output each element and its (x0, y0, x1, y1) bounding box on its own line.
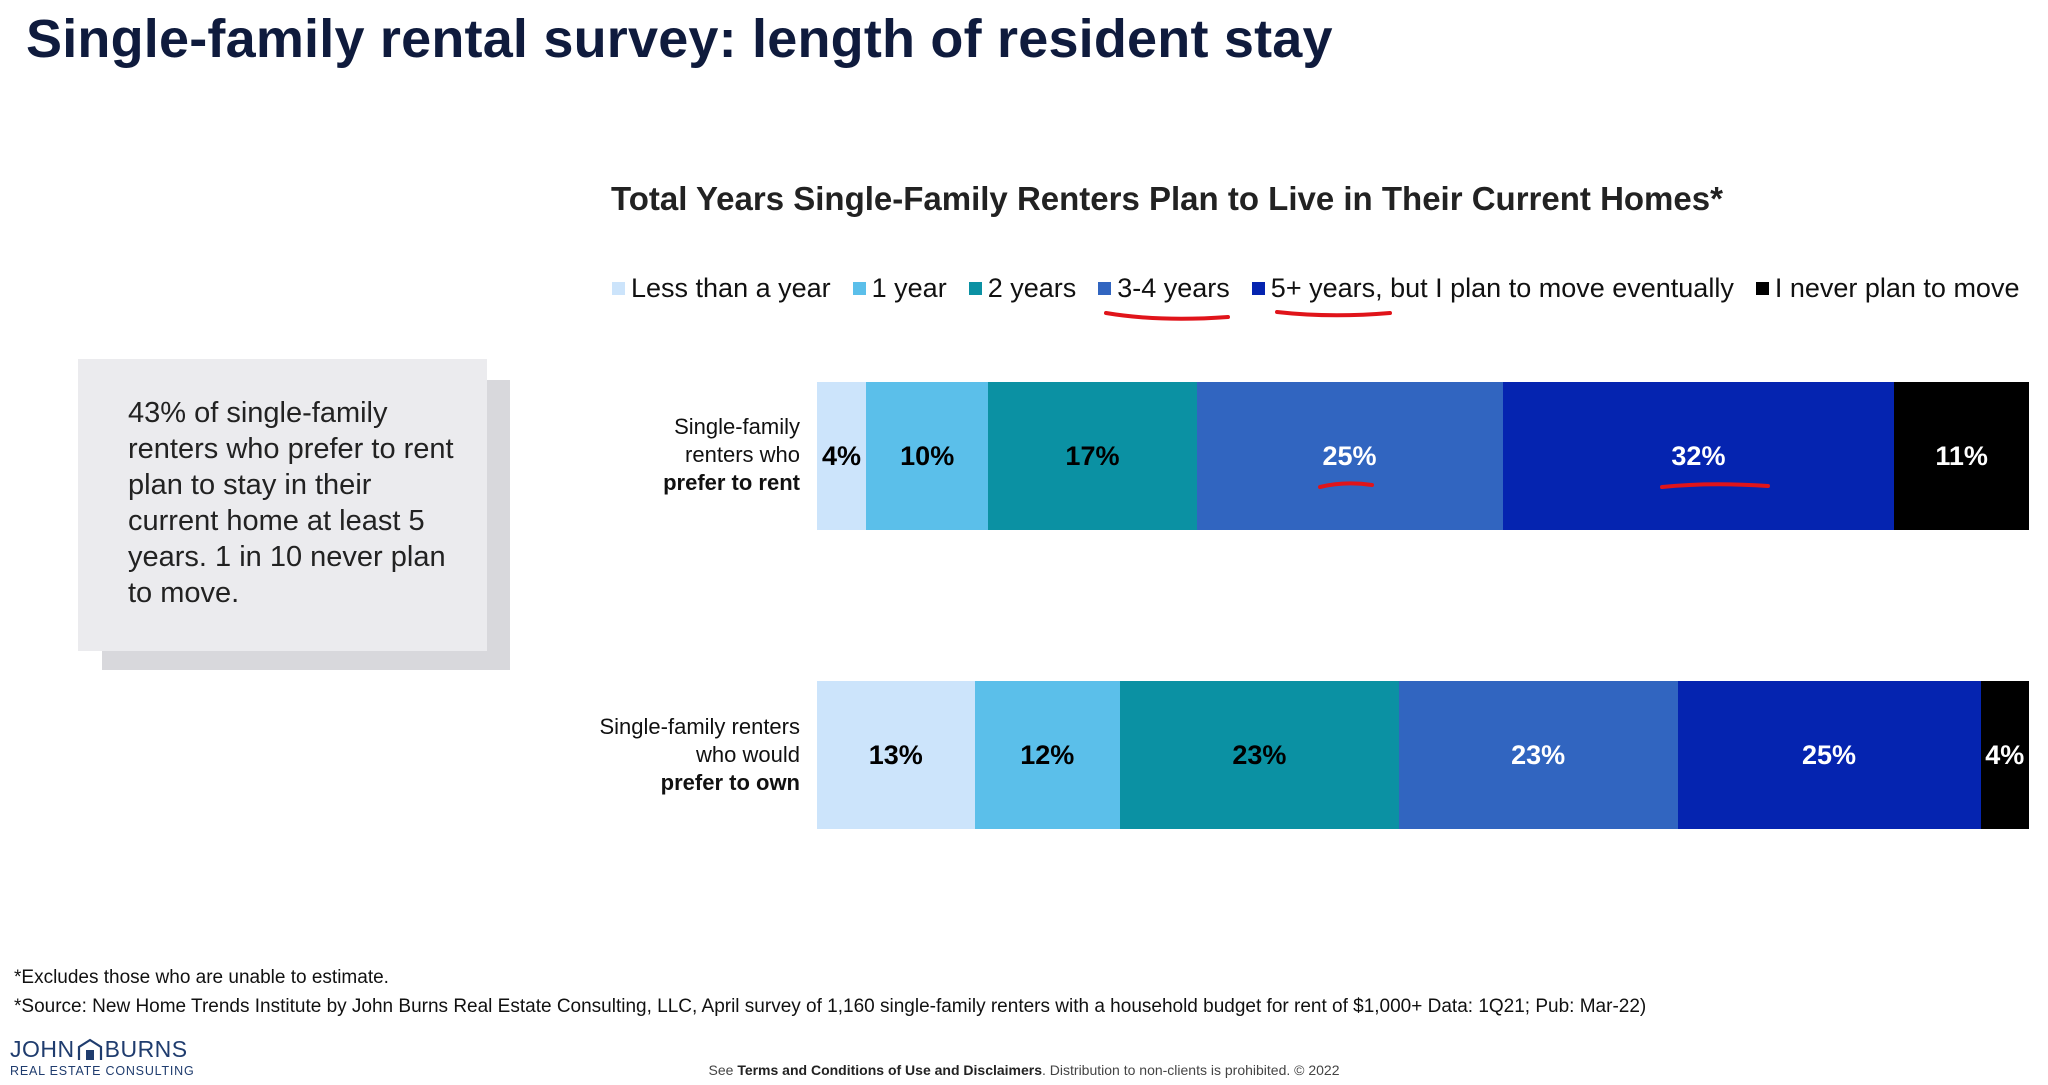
page-title: Single-family rental survey: length of r… (26, 9, 1333, 69)
bar-segment: 4% (817, 382, 866, 530)
bar-segment: 13% (817, 681, 975, 829)
callout-text: 43% of single-family renters who prefer … (128, 397, 454, 609)
legend-label: 5+ years, but I plan to move eventually (1270, 272, 1734, 303)
footnote-excludes: *Excludes those who are unable to estima… (14, 967, 389, 988)
legend-label: Less than a year (631, 272, 831, 303)
house-logo-icon (77, 1038, 102, 1060)
bar-segment: 32% (1502, 382, 1895, 530)
logo-subtitle: REAL ESTATE CONSULTING (10, 1064, 195, 1078)
legend-label: 2 years (987, 272, 1077, 303)
legend-item: 1 year (852, 272, 947, 304)
row-label-bold: prefer to own (660, 770, 800, 795)
bar-segment: 4% (1980, 681, 2029, 829)
legend-label: 3-4 years (1117, 272, 1230, 303)
data-label: 25% (1322, 440, 1377, 471)
legend-label: 1 year (871, 272, 947, 303)
bar-segment: 12% (974, 681, 1120, 829)
row-label-prefer-own: Single-family renters who would prefer t… (599, 713, 800, 797)
row-label-line: who would (696, 742, 800, 767)
annotation-underline (1104, 311, 1230, 321)
legend-item: 5+ years, but I plan to move eventually (1251, 272, 1734, 304)
legend-swatch (968, 281, 982, 295)
legend-item: I never plan to move (1755, 272, 2020, 304)
data-label: 10% (900, 440, 955, 471)
bar-segment: 25% (1677, 681, 1981, 829)
bar-prefer-rent: 4% 10% 17% 25% 32% 11% (817, 382, 2029, 530)
data-label: 13% (868, 739, 923, 770)
legend-swatch (612, 281, 625, 295)
bar-prefer-own: 13% 12% 23% 23% 25% 4% (817, 681, 2029, 829)
company-logo: JOHN BURNS REAL ESTATE CONSULTING (10, 1036, 195, 1078)
legend-swatch (852, 281, 866, 295)
legend-item: 2 years (968, 272, 1077, 304)
bar-segment: 25% (1196, 382, 1503, 530)
legend-swatch (1251, 281, 1265, 295)
data-label: 17% (1065, 440, 1120, 471)
data-label: 23% (1511, 739, 1566, 770)
logo-word-john: JOHN (10, 1036, 75, 1062)
callout-box: 43% of single-family renters who prefer … (78, 359, 487, 651)
logo-word-burns: BURNS (104, 1036, 188, 1062)
annotation-underline (1275, 310, 1392, 318)
bar-segment: 23% (1120, 681, 1399, 829)
row-label-line: Single-family (674, 414, 800, 439)
legend-swatch (1098, 281, 1112, 295)
row-label-bold: prefer to rent (663, 470, 800, 495)
data-label: 32% (1671, 440, 1726, 471)
disclaimer: See Terms and Conditions of Use and Disc… (708, 1062, 1340, 1078)
bar-segment: 11% (1894, 382, 2029, 530)
legend-swatch (1755, 281, 1769, 295)
row-label-prefer-rent: Single-family renters who prefer to rent (663, 413, 800, 497)
data-label: 4% (821, 440, 861, 471)
data-label: 12% (1020, 739, 1075, 770)
bar-segment: 10% (865, 382, 989, 530)
legend-item: 3-4 years (1098, 273, 1230, 304)
bar-segment: 17% (988, 382, 1197, 530)
data-label: 11% (1935, 440, 1988, 471)
row-label-line: Single-family renters (599, 714, 800, 739)
data-label: 23% (1232, 739, 1287, 770)
legend-label: I never plan to move (1774, 272, 2020, 303)
data-label: 25% (1801, 739, 1857, 770)
row-label-line: renters who (685, 442, 800, 467)
terms-link[interactable]: Terms and Conditions of Use and Disclaim… (737, 1062, 1043, 1078)
chart-legend: Less than a year 1 year 2 years 3-4 years 5+… (612, 268, 2019, 308)
legend-item: Less than a year (612, 273, 831, 304)
data-label: 4% (1985, 739, 2025, 770)
chart-title: Total Years Single-Family Renters Plan t… (611, 180, 1723, 217)
bar-segment: 23% (1398, 681, 1678, 829)
footnote-source: *Source: New Home Trends Institute by Jo… (14, 996, 1647, 1017)
